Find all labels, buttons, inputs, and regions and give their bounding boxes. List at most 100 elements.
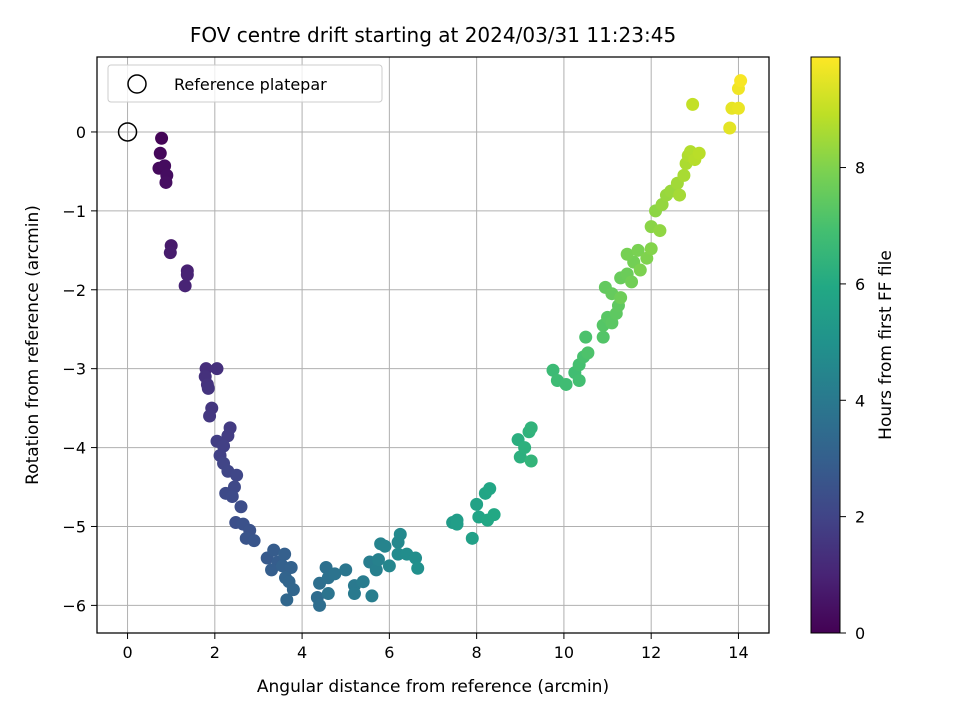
x-tick-label: 6 [384,643,394,662]
data-point [371,553,385,567]
data-point [203,409,217,423]
data-point [581,346,595,360]
data-point [633,263,647,277]
data-point [382,559,396,573]
colorbar-label: Hours from first FF file [876,250,896,440]
data-point [365,589,379,603]
data-point [483,482,497,496]
data-point [686,97,700,111]
data-point [321,587,335,601]
data-point [734,74,748,88]
data-point [267,543,281,557]
data-point [692,146,706,160]
y-tick-label: −1 [62,202,86,221]
data-point [620,247,634,261]
data-point [178,279,192,293]
data-point [546,363,560,377]
data-point [313,598,327,612]
y-tick-label: −6 [62,596,86,615]
colorbar: 0 2 4 6 8 Hours from first FF file [810,56,896,643]
colorbar-tick-label: 6 [855,275,865,294]
colorbar-tick-label: 4 [855,391,865,410]
data-point [524,421,538,435]
data-point [221,429,235,443]
data-point [339,563,353,577]
reference-point-marker [117,122,138,142]
colorbar-ticks: 0 2 4 6 8 [840,159,865,643]
data-point [465,531,479,545]
data-point [518,441,532,455]
y-tick-label: −4 [62,439,86,458]
data-point [247,534,261,548]
legend-box [107,64,383,103]
grid-lines [97,57,769,633]
legend-marker-open-circle [127,74,147,94]
data-point [210,362,224,376]
data-point [393,527,407,541]
data-point [411,561,425,575]
data-point [180,268,194,282]
plot-frame [96,56,770,634]
data-point [572,374,586,388]
data-point [155,131,169,145]
colorbar-tick-label: 2 [855,508,865,527]
x-tick-label: 4 [297,643,307,662]
x-tick-label: 0 [122,643,132,662]
data-point [369,563,383,577]
x-tick-label: 12 [641,643,661,662]
data-point [378,539,392,553]
y-tick-label: −2 [62,281,86,300]
x-tick-label: 10 [554,643,574,662]
data-point [225,489,239,503]
data-point [625,275,639,289]
data-point [409,551,423,565]
data-point [286,583,300,597]
data-point [328,567,342,581]
data-point [159,175,173,189]
data-point [278,547,292,561]
data-point [559,377,573,391]
data-point [579,330,593,344]
y-tick-label: 0 [76,123,86,142]
x-tick-label: 2 [210,643,220,662]
data-point [234,500,248,514]
data-point [450,517,464,531]
data-point [723,121,737,135]
y-tick-label: −5 [62,517,86,536]
data-point [356,575,370,589]
data-point [673,188,687,202]
data-point [614,291,628,305]
data-point [524,454,538,468]
chart-title: FOV centre drift starting at 2024/03/31 … [190,23,676,47]
data-point [230,468,244,482]
data-point [163,246,177,260]
data-point [153,146,167,160]
x-tick-label: 14 [728,643,748,662]
x-axis-ticks: 0 2 4 6 8 10 12 14 [122,633,749,662]
y-axis-ticks: −6 −5 −4 −3 −2 −1 0 [62,123,97,615]
x-axis-label: Angular distance from reference (arcmin) [257,677,609,697]
y-tick-label: −3 [62,360,86,379]
legend-label: Reference platepar [174,75,327,94]
colorbar-tick-label: 8 [855,159,865,178]
data-points [117,74,748,612]
data-point [487,508,501,522]
y-axis-label: Rotation from reference (arcmin) [23,205,43,485]
data-point [280,593,294,607]
legend: Reference platepar [107,64,383,103]
colorbar-gradient [810,56,841,634]
data-point [596,330,610,344]
data-point [470,497,484,511]
data-point [201,381,215,395]
data-point [631,243,645,257]
data-point [347,587,361,601]
data-point [284,561,298,575]
colorbar-tick-label: 0 [855,624,865,643]
x-tick-label: 8 [472,643,482,662]
data-point [644,242,658,256]
data-point [653,224,667,238]
data-point [677,168,691,182]
data-point [731,101,745,115]
data-point [265,563,279,577]
